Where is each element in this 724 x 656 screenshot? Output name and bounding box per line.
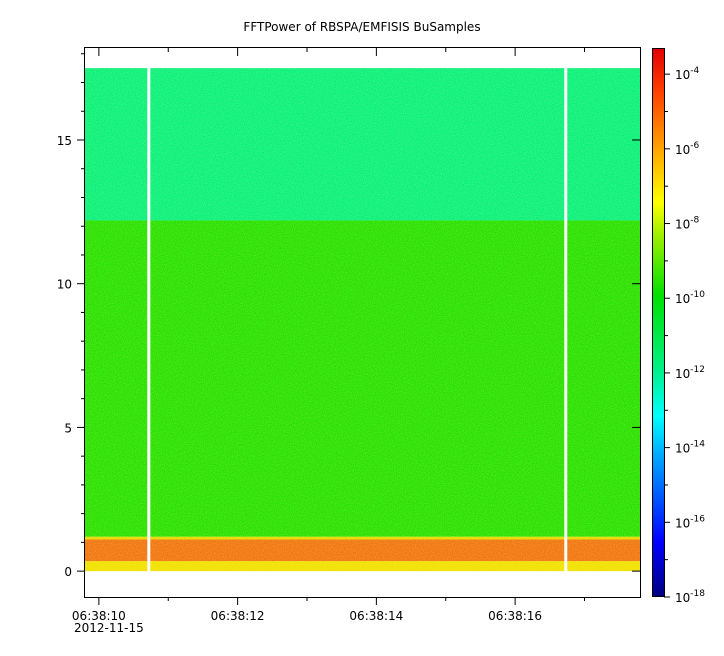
spectrogram-plot-area: [84, 47, 641, 598]
colorbar-tick-label: 10-18: [675, 589, 705, 605]
y-tick-label: 10: [57, 278, 72, 292]
colorbar-frame: [652, 48, 665, 597]
spectrogram-band-texture: [85, 68, 640, 221]
x-tick-label: 06:38:12: [211, 609, 265, 623]
x-axis: 06:38:10 06:38:12 06:38:14 06:38:16: [72, 48, 585, 623]
spectrogram-band-texture: [85, 561, 640, 572]
colorbar-tick-label: 10-4: [675, 66, 700, 82]
y-tick-label: 15: [57, 134, 72, 148]
colorbar-tick-label: 10-10: [675, 290, 705, 306]
data-gap: [147, 67, 151, 573]
colorbar-tick-label: 10-16: [675, 514, 705, 530]
colorbar: 10-4 10-6 10-8 10-10 10-12 10-14 10-16 10-18: [652, 48, 705, 605]
chart-title: FFTPower of RBSPA/EMFISIS BuSamples: [243, 20, 480, 34]
y-tick-label: 5: [64, 421, 72, 435]
colorbar-gradient: [652, 48, 664, 597]
colorbar-tick-label: 10-12: [675, 365, 705, 381]
x-tick-label: 06:38:14: [349, 609, 403, 623]
x-tick-label: 06:38:10: [72, 609, 126, 623]
data-gap: [564, 67, 568, 573]
plot-frame: [84, 47, 641, 598]
spectrogram-noise-texture: [85, 68, 640, 572]
colorbar-tick-label: 10-14: [675, 440, 705, 456]
spectrogram-data-gaps: [147, 67, 568, 573]
spectrogram-band-texture: [85, 220, 640, 537]
x-date-label: 2012-11-15: [74, 621, 144, 635]
colorbar-ticks: 10-4 10-6 10-8 10-10 10-12 10-14 10-16 10-18: [664, 66, 705, 605]
spectrogram-band-texture: [85, 536, 640, 540]
colorbar-tick-label: 10-8: [675, 216, 700, 232]
spectrogram-band-texture: [85, 539, 640, 562]
colorbar-tick-label: 10-6: [675, 141, 700, 157]
y-tick-label: 0: [64, 565, 72, 579]
x-tick-label: 06:38:16: [488, 609, 542, 623]
y-axis: 0 5 10 15: [57, 53, 640, 579]
